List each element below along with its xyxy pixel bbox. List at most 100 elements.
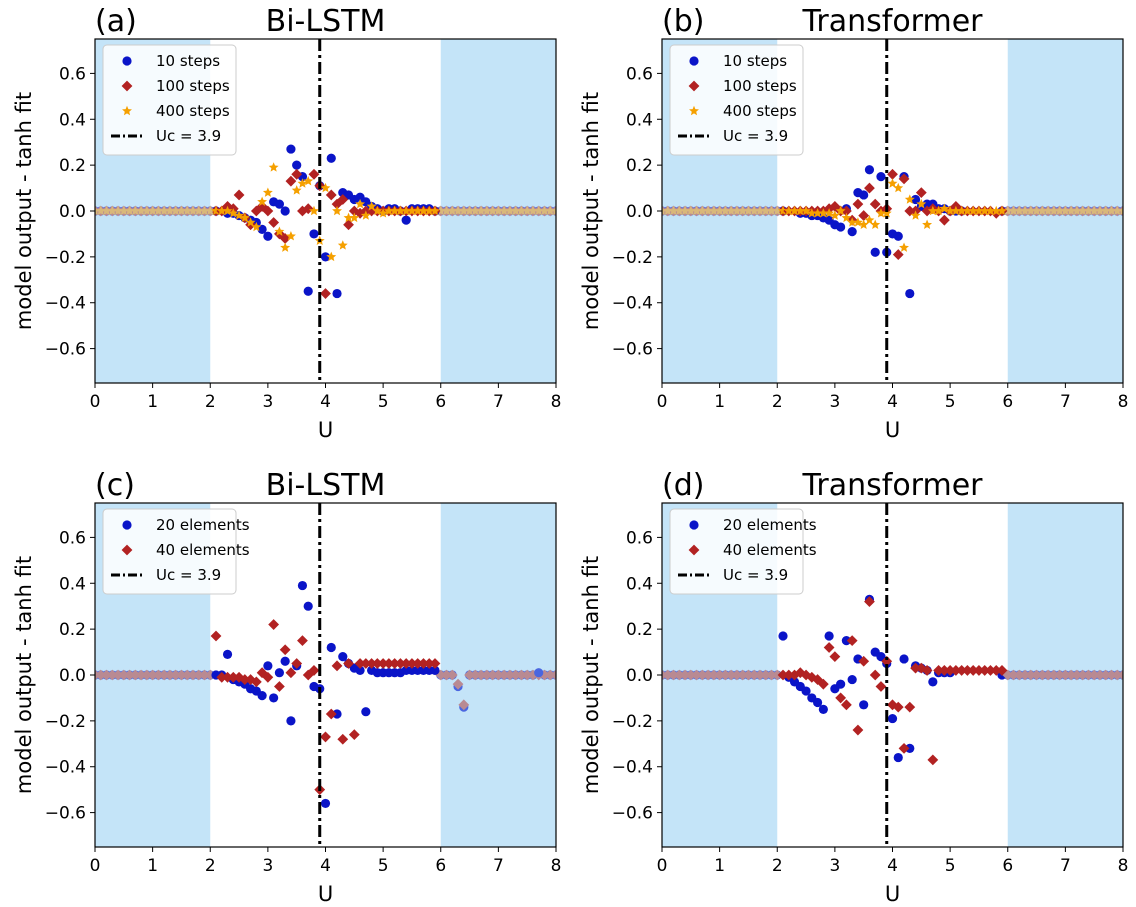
data-point	[668, 205, 679, 216]
data-point	[973, 205, 984, 216]
data-point	[841, 636, 852, 646]
data-point	[193, 669, 205, 681]
data-point	[1088, 669, 1100, 681]
x-tick-label: 8	[1118, 392, 1129, 412]
data-point	[869, 669, 881, 681]
data-point	[979, 205, 990, 216]
data-point	[320, 731, 331, 743]
data-point	[262, 671, 274, 683]
x-tick-label: 3	[262, 856, 273, 876]
data-point	[446, 669, 458, 681]
x-tick-label: 5	[378, 392, 389, 412]
legend-marker	[122, 520, 132, 530]
data-point	[783, 205, 794, 216]
data-point	[881, 655, 893, 667]
data-point	[216, 205, 227, 216]
data-point	[760, 669, 772, 681]
data-point	[841, 205, 852, 217]
data-point	[430, 205, 440, 216]
data-point	[1020, 205, 1030, 216]
data-point	[973, 665, 985, 676]
points	[95, 144, 556, 299]
data-point	[429, 658, 441, 669]
x-tick-label: 3	[829, 856, 840, 876]
chart-title: Transformer	[801, 4, 983, 39]
y-tick-label: 0.2	[626, 620, 653, 640]
data-point	[967, 665, 979, 676]
data-point	[250, 676, 262, 688]
data-point	[859, 190, 869, 200]
legend-box	[102, 44, 237, 156]
data-point	[997, 205, 1007, 216]
y-tick-label: 0.2	[626, 156, 653, 176]
data-point	[945, 205, 956, 216]
data-point	[876, 208, 886, 218]
data-point	[1106, 205, 1117, 216]
data-point	[233, 189, 245, 201]
data-point	[389, 205, 400, 216]
data-point	[545, 205, 556, 216]
data-point	[847, 227, 857, 237]
data-point	[263, 661, 273, 671]
data-point	[824, 631, 834, 641]
y-tick-label: 0.4	[59, 110, 86, 130]
legend: 10 steps 100 steps 400 steps Uc = 3.9	[102, 44, 237, 156]
data-point	[470, 205, 481, 216]
data-point	[922, 219, 933, 229]
data-point	[476, 205, 487, 216]
data-point	[521, 669, 533, 681]
data-point	[818, 208, 829, 218]
data-point	[1048, 205, 1059, 216]
data-point	[360, 210, 371, 220]
data-point	[1013, 669, 1025, 681]
data-point	[326, 251, 337, 262]
data-point	[668, 669, 679, 681]
y-tick-label: 0.4	[626, 574, 653, 594]
data-point	[464, 205, 475, 216]
legend-label: 20 elements	[723, 516, 817, 534]
data-point	[875, 681, 887, 692]
data-point	[118, 205, 129, 216]
data-point	[418, 205, 429, 216]
data-point	[332, 709, 342, 719]
data-point	[673, 669, 685, 681]
data-point	[176, 205, 187, 216]
data-point	[915, 187, 927, 199]
data-point	[423, 658, 435, 669]
x-tick-label: 8	[551, 856, 562, 876]
data-point	[680, 205, 690, 216]
data-point	[950, 665, 962, 676]
data-point	[136, 205, 147, 216]
data-point	[876, 652, 886, 662]
x-tick-label: 7	[493, 856, 504, 876]
data-point	[1071, 205, 1082, 216]
legend-marker	[689, 105, 699, 116]
data-point	[829, 210, 840, 220]
data-point	[708, 205, 719, 216]
data-point	[256, 201, 268, 212]
data-point	[899, 242, 909, 252]
legend-label: 100 steps	[723, 77, 797, 95]
data-point	[274, 668, 284, 678]
y-tick-label: −0.4	[45, 294, 86, 314]
data-point	[870, 219, 881, 229]
data-point	[406, 658, 418, 669]
legend-box	[669, 508, 804, 595]
data-point	[355, 665, 365, 676]
data-point	[1066, 205, 1077, 216]
data-point	[164, 205, 175, 216]
data-point	[836, 222, 846, 232]
data-point	[1077, 669, 1089, 681]
x-tick-label: 3	[829, 392, 840, 412]
y-tick-label: 0.6	[626, 528, 653, 548]
data-point	[544, 669, 556, 681]
data-point	[280, 242, 291, 252]
y-tick-label: 0.2	[59, 156, 86, 176]
legend: 20 elements 40 elements Uc = 3.9	[669, 508, 817, 595]
x-tick-label: 4	[887, 392, 898, 412]
data-point	[823, 642, 835, 653]
x-axis-label: U	[318, 882, 333, 906]
data-point	[771, 669, 783, 681]
y-tick-label: −0.2	[45, 248, 86, 268]
data-point	[859, 700, 869, 710]
